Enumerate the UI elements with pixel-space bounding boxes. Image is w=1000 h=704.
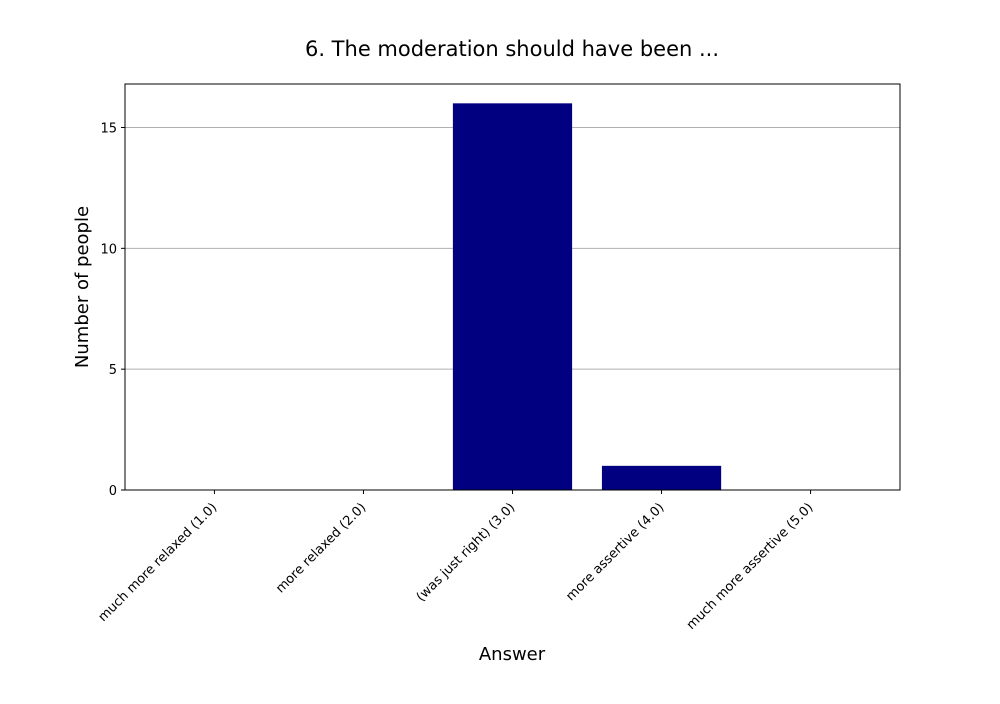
x-axis-ticks: much more relaxed (1.0) more relaxed (2.0… — [96, 490, 817, 633]
y-tick-label: 5 — [109, 363, 117, 378]
bars — [452, 103, 722, 490]
chart-title: 6. The moderation should have been ... — [305, 37, 719, 61]
x-tick-label: more assertive (4.0) — [563, 500, 667, 604]
x-tick-label: more relaxed (2.0) — [273, 500, 369, 596]
x-tick-label: much more assertive (5.0) — [684, 500, 817, 633]
y-tick-label: 0 — [109, 484, 117, 499]
y-axis-ticks: 0 5 10 15 — [100, 122, 125, 499]
y-tick-label: 10 — [100, 242, 117, 257]
y-axis-label: Number of people — [72, 206, 93, 368]
bar-4 — [601, 465, 722, 490]
bar-3 — [452, 103, 573, 490]
y-tick-label: 15 — [100, 122, 117, 137]
x-tick-label: much more relaxed (1.0) — [96, 500, 221, 625]
x-axis-label: Answer — [479, 644, 546, 665]
x-tick-label: (was just right) (3.0) — [414, 500, 519, 605]
